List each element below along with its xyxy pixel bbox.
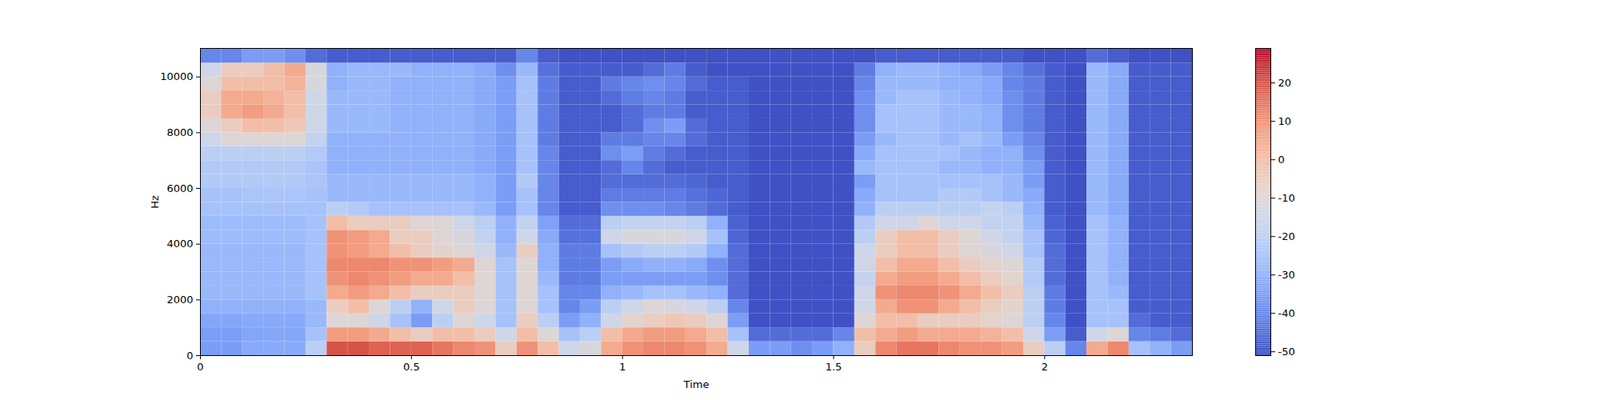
svg-text:0: 0 — [1278, 153, 1285, 166]
svg-text:2000: 2000 — [166, 293, 193, 306]
svg-text:1: 1 — [619, 360, 626, 373]
svg-text:6000: 6000 — [166, 182, 193, 195]
svg-text:Hz: Hz — [148, 195, 161, 209]
svg-text:10000: 10000 — [160, 70, 193, 83]
svg-text:10: 10 — [1278, 115, 1292, 128]
svg-text:1.5: 1.5 — [825, 360, 843, 373]
svg-text:0: 0 — [196, 360, 204, 373]
svg-text:Time: Time — [683, 378, 710, 391]
svg-text:0.5: 0.5 — [403, 360, 420, 373]
svg-text:0: 0 — [186, 349, 193, 362]
svg-text:-10: -10 — [1278, 192, 1296, 204]
svg-text:4000: 4000 — [166, 237, 193, 250]
svg-text:-20: -20 — [1278, 230, 1296, 243]
svg-text:8000: 8000 — [166, 126, 193, 139]
svg-text:20: 20 — [1278, 76, 1292, 89]
svg-text:-50: -50 — [1278, 345, 1296, 358]
svg-text:-30: -30 — [1278, 268, 1296, 281]
svg-text:2: 2 — [1041, 360, 1048, 373]
svg-text:-40: -40 — [1278, 307, 1296, 320]
